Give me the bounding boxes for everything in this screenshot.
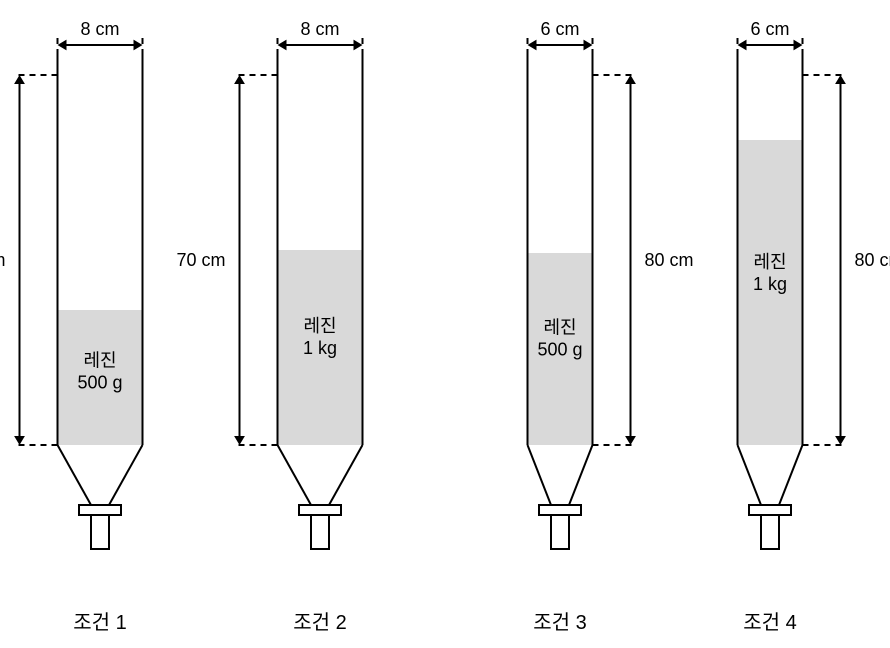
resin-label-2: 500 g: [77, 373, 122, 393]
height-label: 80 cm: [645, 250, 694, 270]
width-label: 8 cm: [300, 19, 339, 39]
resin-label-2: 1 kg: [753, 274, 787, 294]
caption: 조건 4: [743, 611, 796, 634]
height-label: 80 cm: [855, 250, 890, 270]
height-label: 70 cm: [176, 250, 225, 270]
resin-label-1: 레진: [753, 252, 786, 272]
resin-label-1: 레진: [83, 351, 116, 371]
resin-label-2: 1 kg: [303, 338, 337, 358]
caption: 조건 2: [293, 611, 346, 634]
height-label: 70 cm: [0, 250, 6, 270]
width-label: 8 cm: [80, 19, 119, 39]
column-diagram: 8 cm70 cm레진500 g조건 18 cm70 cm레진1 kg조건 26…: [0, 0, 890, 643]
caption: 조건 1: [73, 611, 126, 634]
resin-label-1: 레진: [543, 318, 576, 338]
width-label: 6 cm: [750, 19, 789, 39]
resin-label-1: 레진: [303, 316, 336, 336]
width-label: 6 cm: [540, 19, 579, 39]
caption: 조건 3: [533, 611, 586, 634]
resin-label-2: 500 g: [537, 340, 582, 360]
